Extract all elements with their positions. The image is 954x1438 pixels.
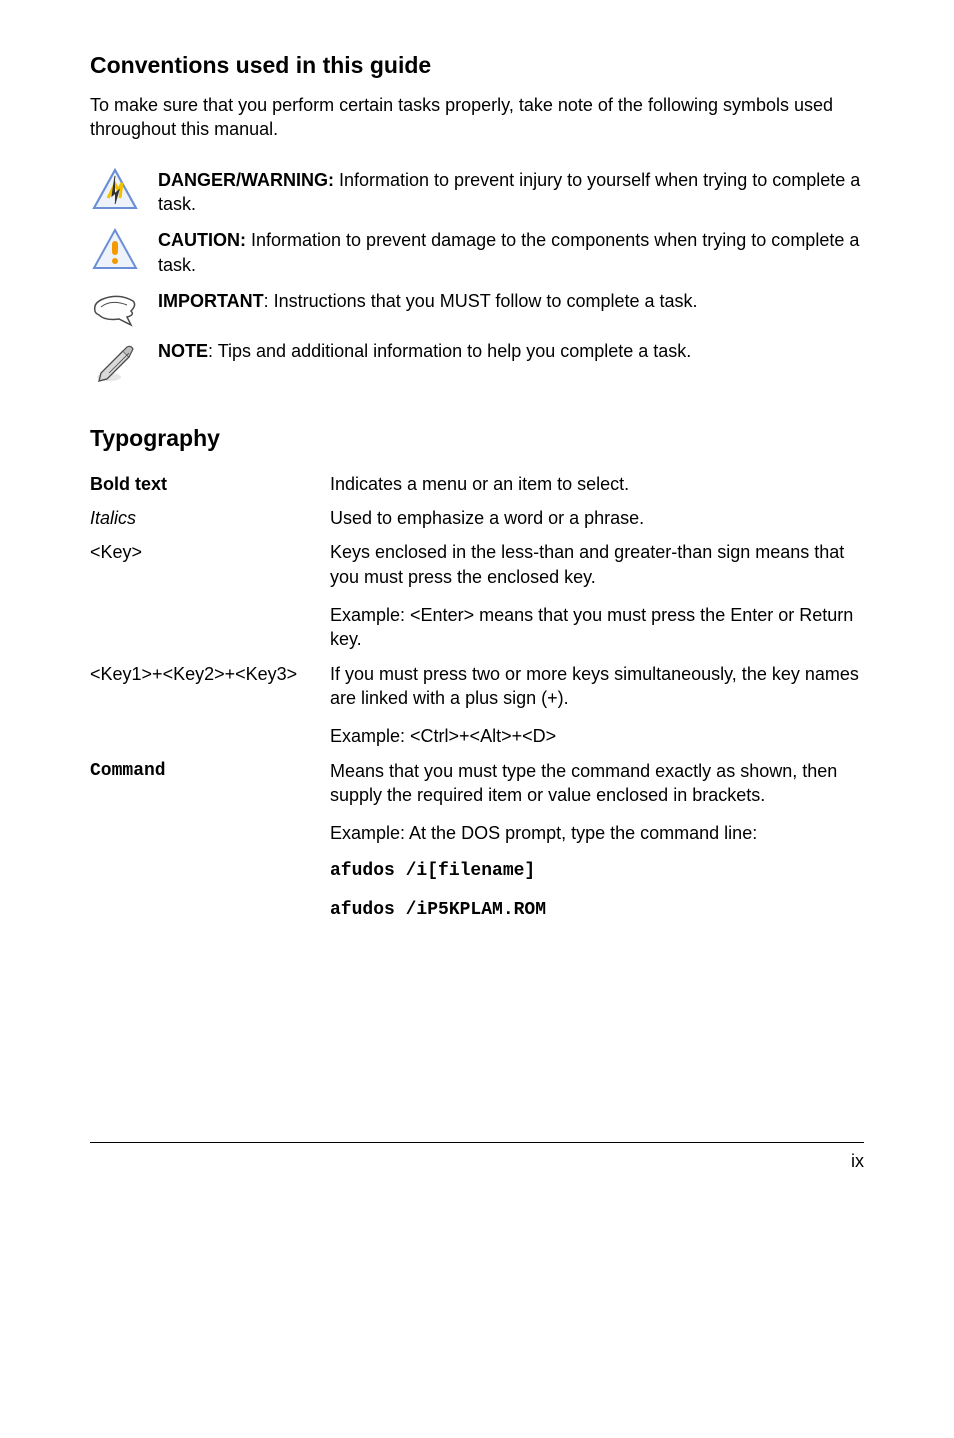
typo-desc-key: Keys enclosed in the less-than and great… xyxy=(330,540,864,651)
typo-row-command: Command Means that you must type the com… xyxy=(90,759,864,922)
page-number: ix xyxy=(851,1151,864,1171)
typo-label-keycombo: <Key1>+<Key2>+<Key3> xyxy=(90,662,330,686)
typo-command-d3: afudos /i[filename] xyxy=(330,859,864,883)
note-row: NOTE: Tips and additional information to… xyxy=(90,337,864,383)
typo-italics-text: Used to emphasize a word or a phrase. xyxy=(330,506,864,530)
typo-desc-keycombo: If you must press two or more keys simul… xyxy=(330,662,864,749)
typo-key-d1: Keys enclosed in the less-than and great… xyxy=(330,540,864,589)
typo-desc-italics: Used to emphasize a word or a phrase. xyxy=(330,506,864,530)
typo-command-d4: afudos /iP5KPLAM.ROM xyxy=(330,898,864,922)
typo-label-command: Command xyxy=(90,759,330,783)
page-footer: ix xyxy=(90,1142,864,1173)
note-body: : Tips and additional information to hel… xyxy=(208,341,691,361)
note-text: NOTE: Tips and additional information to… xyxy=(158,337,864,363)
typo-row-keycombo: <Key1>+<Key2>+<Key3> If you must press t… xyxy=(90,662,864,749)
danger-icon xyxy=(90,166,140,210)
important-body: : Instructions that you MUST follow to c… xyxy=(264,291,698,311)
danger-text: DANGER/WARNING: Information to prevent i… xyxy=(158,166,864,217)
conventions-heading: Conventions used in this guide xyxy=(90,50,864,81)
typo-desc-bold: Indicates a menu or an item to select. xyxy=(330,472,864,496)
caution-row: CAUTION: Information to prevent damage t… xyxy=(90,226,864,277)
typo-label-bold: Bold text xyxy=(90,472,330,496)
typo-command-d2: Example: At the DOS prompt, type the com… xyxy=(330,821,864,845)
typo-keycombo-d2: Example: <Ctrl>+<Alt>+<D> xyxy=(330,724,864,748)
note-icon xyxy=(90,337,140,383)
typo-command-d1: Means that you must type the command exa… xyxy=(330,759,864,808)
typo-keycombo-d1: If you must press two or more keys simul… xyxy=(330,662,864,711)
caution-icon xyxy=(90,226,140,270)
typography-heading: Typography xyxy=(90,423,864,454)
caution-text: CAUTION: Information to prevent damage t… xyxy=(158,226,864,277)
typo-row-key: <Key> Keys enclosed in the less-than and… xyxy=(90,540,864,651)
caution-body: Information to prevent damage to the com… xyxy=(158,230,859,274)
danger-row: DANGER/WARNING: Information to prevent i… xyxy=(90,166,864,217)
typo-row-italics: Italics Used to emphasize a word or a ph… xyxy=(90,506,864,530)
typo-label-key: <Key> xyxy=(90,540,330,564)
important-row: IMPORTANT: Instructions that you MUST fo… xyxy=(90,287,864,327)
typo-label-italics: Italics xyxy=(90,506,330,530)
typography-table: Bold text Indicates a menu or an item to… xyxy=(90,472,864,922)
important-icon xyxy=(90,287,140,327)
important-text: IMPORTANT: Instructions that you MUST fo… xyxy=(158,287,864,313)
typo-key-d2: Example: <Enter> means that you must pre… xyxy=(330,603,864,652)
note-label: NOTE xyxy=(158,341,208,361)
caution-label: CAUTION: xyxy=(158,230,246,250)
typo-desc-command: Means that you must type the command exa… xyxy=(330,759,864,922)
danger-label: DANGER/WARNING: xyxy=(158,170,334,190)
conventions-intro: To make sure that you perform certain ta… xyxy=(90,93,864,142)
typo-bold-text: Indicates a menu or an item to select. xyxy=(330,472,864,496)
important-label: IMPORTANT xyxy=(158,291,264,311)
typo-row-bold: Bold text Indicates a menu or an item to… xyxy=(90,472,864,496)
